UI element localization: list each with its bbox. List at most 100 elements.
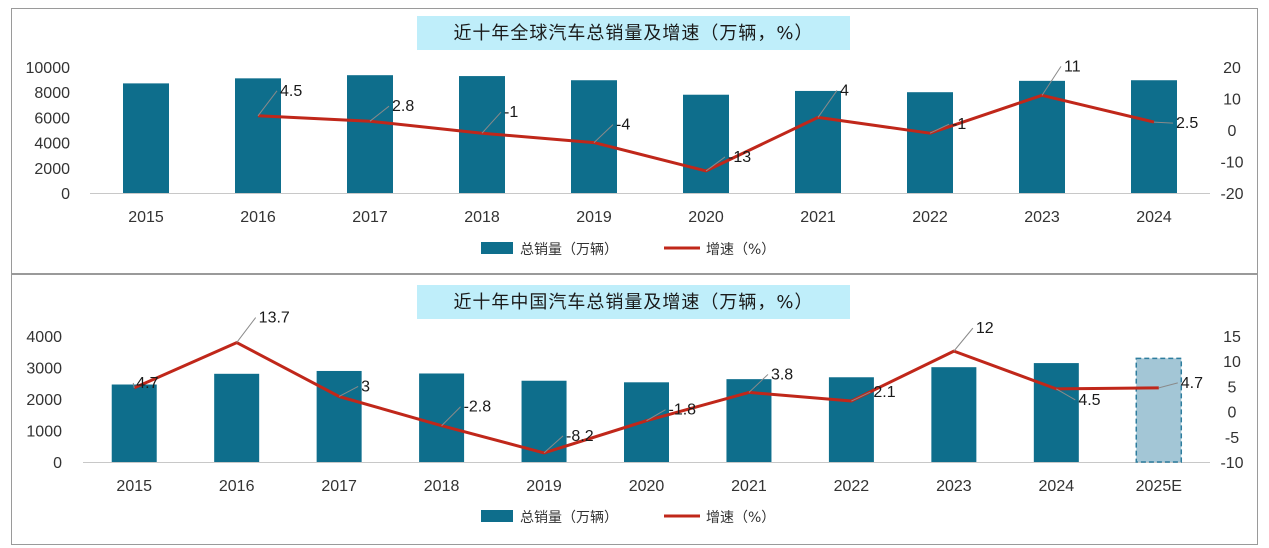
y-right-tick-label: -10: [1220, 455, 1243, 472]
data-label: 4.5: [280, 83, 302, 100]
data-label: -8.2: [566, 428, 594, 445]
data-label-leader: [851, 391, 871, 402]
data-label-leader: [1158, 382, 1178, 389]
data-label-leader: [338, 386, 359, 397]
x-tick-label: 2017: [352, 209, 388, 226]
x-tick-label: 2015: [116, 478, 152, 495]
data-label: 4.7: [136, 375, 158, 392]
data-label-leader: [953, 327, 974, 352]
data-label: -4: [616, 117, 630, 134]
x-tick-label: 2021: [731, 478, 767, 495]
y-right-tick-label: -20: [1220, 186, 1243, 203]
data-label-leader: [441, 406, 461, 427]
data-label: 13.7: [259, 310, 290, 327]
bar: [111, 384, 157, 462]
y-left-tick-label: 6000: [34, 110, 70, 127]
x-tick-label: 2022: [834, 478, 870, 495]
x-tick-label: 2019: [576, 209, 612, 226]
data-label-leader: [236, 317, 257, 343]
x-tick-label: 2024: [1136, 209, 1172, 226]
y-left-tick-label: 2000: [26, 392, 62, 409]
x-tick-label: 2017: [321, 478, 357, 495]
y-left-tick-label: 3000: [26, 361, 62, 378]
y-left-tick-label: 0: [53, 455, 62, 472]
data-label: 3.8: [771, 366, 793, 383]
x-tick-label: 2023: [936, 478, 972, 495]
data-label-leader: [748, 374, 769, 393]
bar: [1033, 363, 1079, 462]
growth-line: [133, 341, 1159, 455]
x-tick-label: 2020: [688, 209, 724, 226]
bar: [1131, 80, 1177, 193]
y-left-tick-label: 8000: [34, 85, 70, 102]
y-right-tick-label: 20: [1223, 60, 1241, 77]
data-label: -13: [728, 149, 751, 166]
data-label-leader: [705, 156, 726, 172]
data-label-leader: [481, 111, 502, 134]
bar: [235, 78, 281, 193]
data-label: -1.8: [669, 402, 697, 419]
x-tick-label: 2016: [240, 209, 276, 226]
bar: [683, 94, 729, 193]
x-tick-label: 2019: [526, 478, 562, 495]
legend-line-label: 增速（%）: [706, 510, 775, 526]
data-label: -1: [952, 116, 966, 133]
data-label-leader: [1153, 121, 1174, 124]
data-label-leader: [593, 124, 614, 143]
bar: [795, 90, 841, 193]
data-label: 4: [840, 82, 849, 99]
y-right-tick-label: 0: [1228, 405, 1237, 422]
data-label-leader: [817, 90, 838, 118]
bar: [419, 373, 465, 462]
data-label-leader: [369, 105, 390, 122]
chart-title-box: [417, 16, 850, 50]
y-right-tick-label: 10: [1223, 92, 1241, 109]
y-left-tick-label: 4000: [34, 136, 70, 153]
bar: [931, 367, 977, 462]
y-right-tick-label: 0: [1228, 123, 1237, 140]
y-right-tick-label: -5: [1225, 430, 1239, 447]
chart-panel-1: 近十年全球汽车总销量及增速（万辆，%） 0 2000 4000 6000 8000 1000…: [11, 8, 1258, 274]
x-tick-label: 2024: [1039, 478, 1075, 495]
y-left-tick-label: 0: [61, 186, 70, 203]
bar-forecast: [1135, 357, 1183, 463]
chart-title: 近十年全球汽车总销量及增速（万辆，%）: [453, 23, 813, 44]
x-tick-label: 2021: [800, 209, 836, 226]
legend-bar-label: 总销量（万辆）: [520, 510, 618, 526]
x-tick-label: 2020: [629, 478, 665, 495]
y-right-tick-label: 5: [1228, 379, 1237, 396]
legend-line-label: 增速（%）: [706, 242, 775, 258]
bar: [828, 377, 874, 462]
data-label-leader: [132, 382, 135, 389]
data-label: 2.1: [873, 384, 895, 401]
y-left-tick-label: 1000: [26, 424, 62, 441]
chart-title: 近十年中国汽车总销量及增速（万辆，%）: [453, 292, 813, 313]
data-label: 2.8: [392, 98, 414, 115]
x-tick-label: 2016: [219, 478, 255, 495]
x-tick-label: 2018: [424, 478, 460, 495]
y-left-tick-label: 10000: [26, 60, 71, 77]
data-label: 11: [1064, 58, 1081, 75]
data-label: 2.5: [1176, 115, 1198, 132]
bar: [214, 373, 260, 462]
data-label-leader: [646, 409, 666, 422]
x-tick-label: 2025E: [1136, 478, 1182, 495]
data-label: -2.8: [464, 399, 492, 416]
x-tick-label: 2022: [912, 209, 948, 226]
x-tick-label: 2015: [128, 209, 164, 226]
bar: [123, 83, 169, 193]
y-right-tick-label: 15: [1223, 329, 1241, 346]
data-label-leader: [543, 435, 564, 454]
data-label-leader: [1056, 388, 1076, 401]
data-label: -1: [504, 104, 518, 121]
legend-bar-swatch: [481, 242, 513, 254]
data-label-leader: [257, 90, 278, 117]
y-left-tick-label: 4000: [26, 329, 62, 346]
bar: [907, 92, 953, 193]
data-label-leader: [1041, 66, 1062, 96]
data-label: 12: [976, 320, 994, 337]
legend-bar-swatch: [481, 510, 513, 522]
data-label-leader: [929, 123, 950, 134]
